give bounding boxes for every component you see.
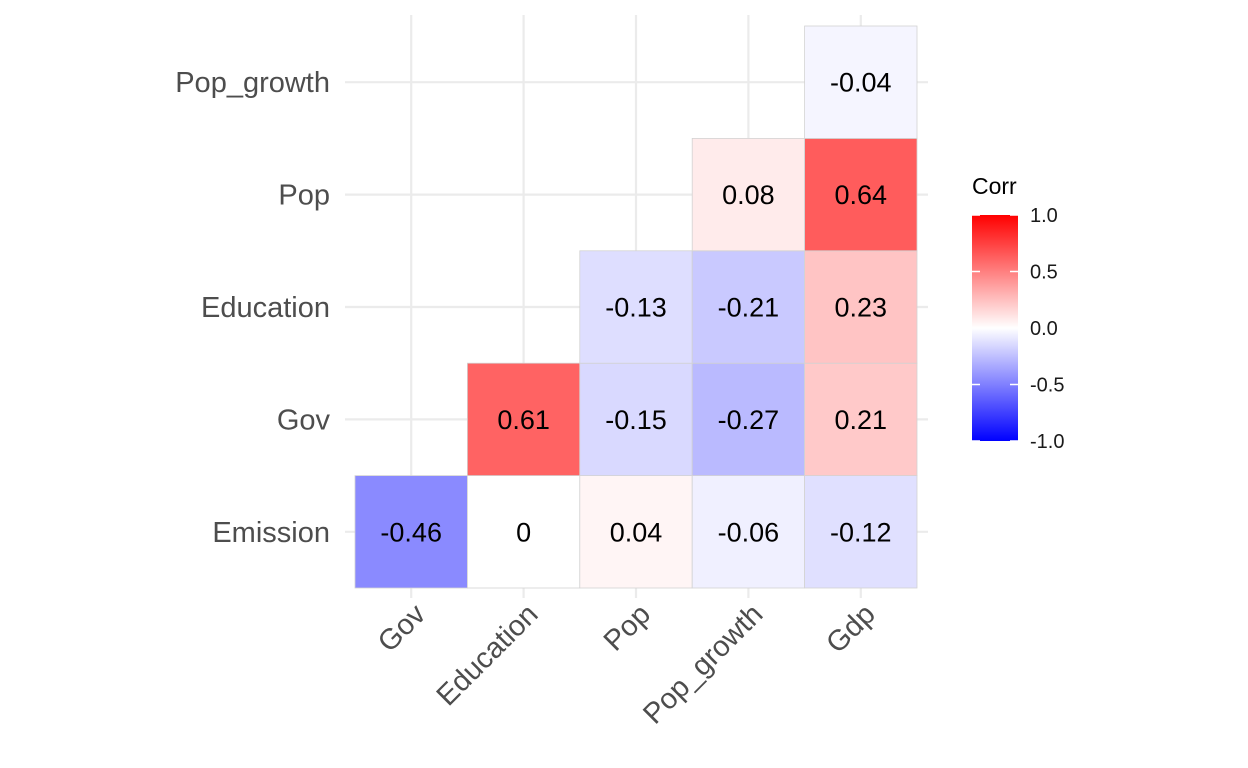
cell-label-gdp-pop: 0.64 — [835, 180, 888, 210]
cell-label-layer: -0.46 0 0.04 -0.06 -0.12 0.61 -0.15 -0.27 0.21 -0… — [380, 68, 891, 548]
cell-label-pop-gov: -0.15 — [605, 405, 667, 435]
y-tick-label-emission: Emission — [212, 517, 330, 549]
cell-pop-growth-pop — [691, 137, 806, 252]
x-tick-label-education: Education — [431, 598, 545, 712]
cell-label-pop-growth-education: -0.21 — [718, 293, 780, 323]
cell-pop-education — [579, 250, 693, 364]
legend-title: Corr — [972, 173, 1017, 199]
cell-label-pop-education: -0.13 — [605, 293, 667, 323]
cell-pop-growth-education — [691, 250, 806, 364]
legend: Corr 1.0 0.5 0.0 -0.5 -1.0 — [972, 173, 1064, 453]
y-tick-label-gov: Gov — [277, 404, 331, 436]
cell-label-education-gov: 0.61 — [497, 405, 550, 435]
x-tick-label-pop-growth: Pop_growth — [637, 598, 769, 730]
cell-label-pop-growth-gov: -0.27 — [718, 405, 780, 435]
y-axis: Emission Gov Education Pop Pop_growth — [175, 67, 330, 549]
cell-pop-growth-gov — [691, 362, 806, 477]
cell-education-gov — [466, 362, 581, 477]
cell-gov-emission — [354, 475, 468, 589]
cell-label-gdp-pop-growth: -0.04 — [830, 68, 892, 98]
cell-education-emission — [466, 475, 581, 589]
legend-tick-label: 1.0 — [1030, 205, 1058, 227]
legend-tick-label: 0.5 — [1030, 262, 1058, 284]
cell-pop-growth-emission — [691, 475, 806, 589]
cell-gdp-gov — [804, 362, 918, 477]
cell-pop-emission — [579, 475, 693, 589]
cell-pop-gov — [579, 362, 693, 477]
y-tick-label-pop: Pop — [278, 180, 330, 212]
cell-gdp-emission — [804, 475, 918, 589]
cell-label-pop-growth-pop: 0.08 — [722, 180, 775, 210]
cell-label-gdp-emission: -0.12 — [830, 517, 892, 547]
legend-tick-label: -1.0 — [1030, 431, 1064, 453]
legend-tick-label: -0.5 — [1030, 375, 1064, 397]
cell-gdp-pop-growth — [804, 25, 918, 139]
x-tick-label-gdp: Gdp — [820, 598, 881, 659]
cell-gdp-education — [804, 250, 918, 364]
cell-label-gov-emission: -0.46 — [380, 517, 442, 547]
cell-label-gdp-gov: 0.21 — [835, 405, 888, 435]
legend-tick-label: 0.0 — [1030, 318, 1058, 340]
cell-label-pop-emission: 0.04 — [610, 517, 663, 547]
y-tick-label-education: Education — [201, 292, 330, 324]
x-tick-label-gov: Gov — [372, 598, 433, 659]
y-tick-label-pop-growth: Pop_growth — [175, 67, 330, 99]
cell-layer — [354, 25, 918, 589]
cell-label-education-emission: 0 — [516, 517, 531, 547]
cell-label-pop-growth-emission: -0.06 — [718, 517, 780, 547]
cell-label-gdp-education: 0.23 — [835, 293, 888, 323]
x-tick-label-pop: Pop — [598, 598, 657, 657]
